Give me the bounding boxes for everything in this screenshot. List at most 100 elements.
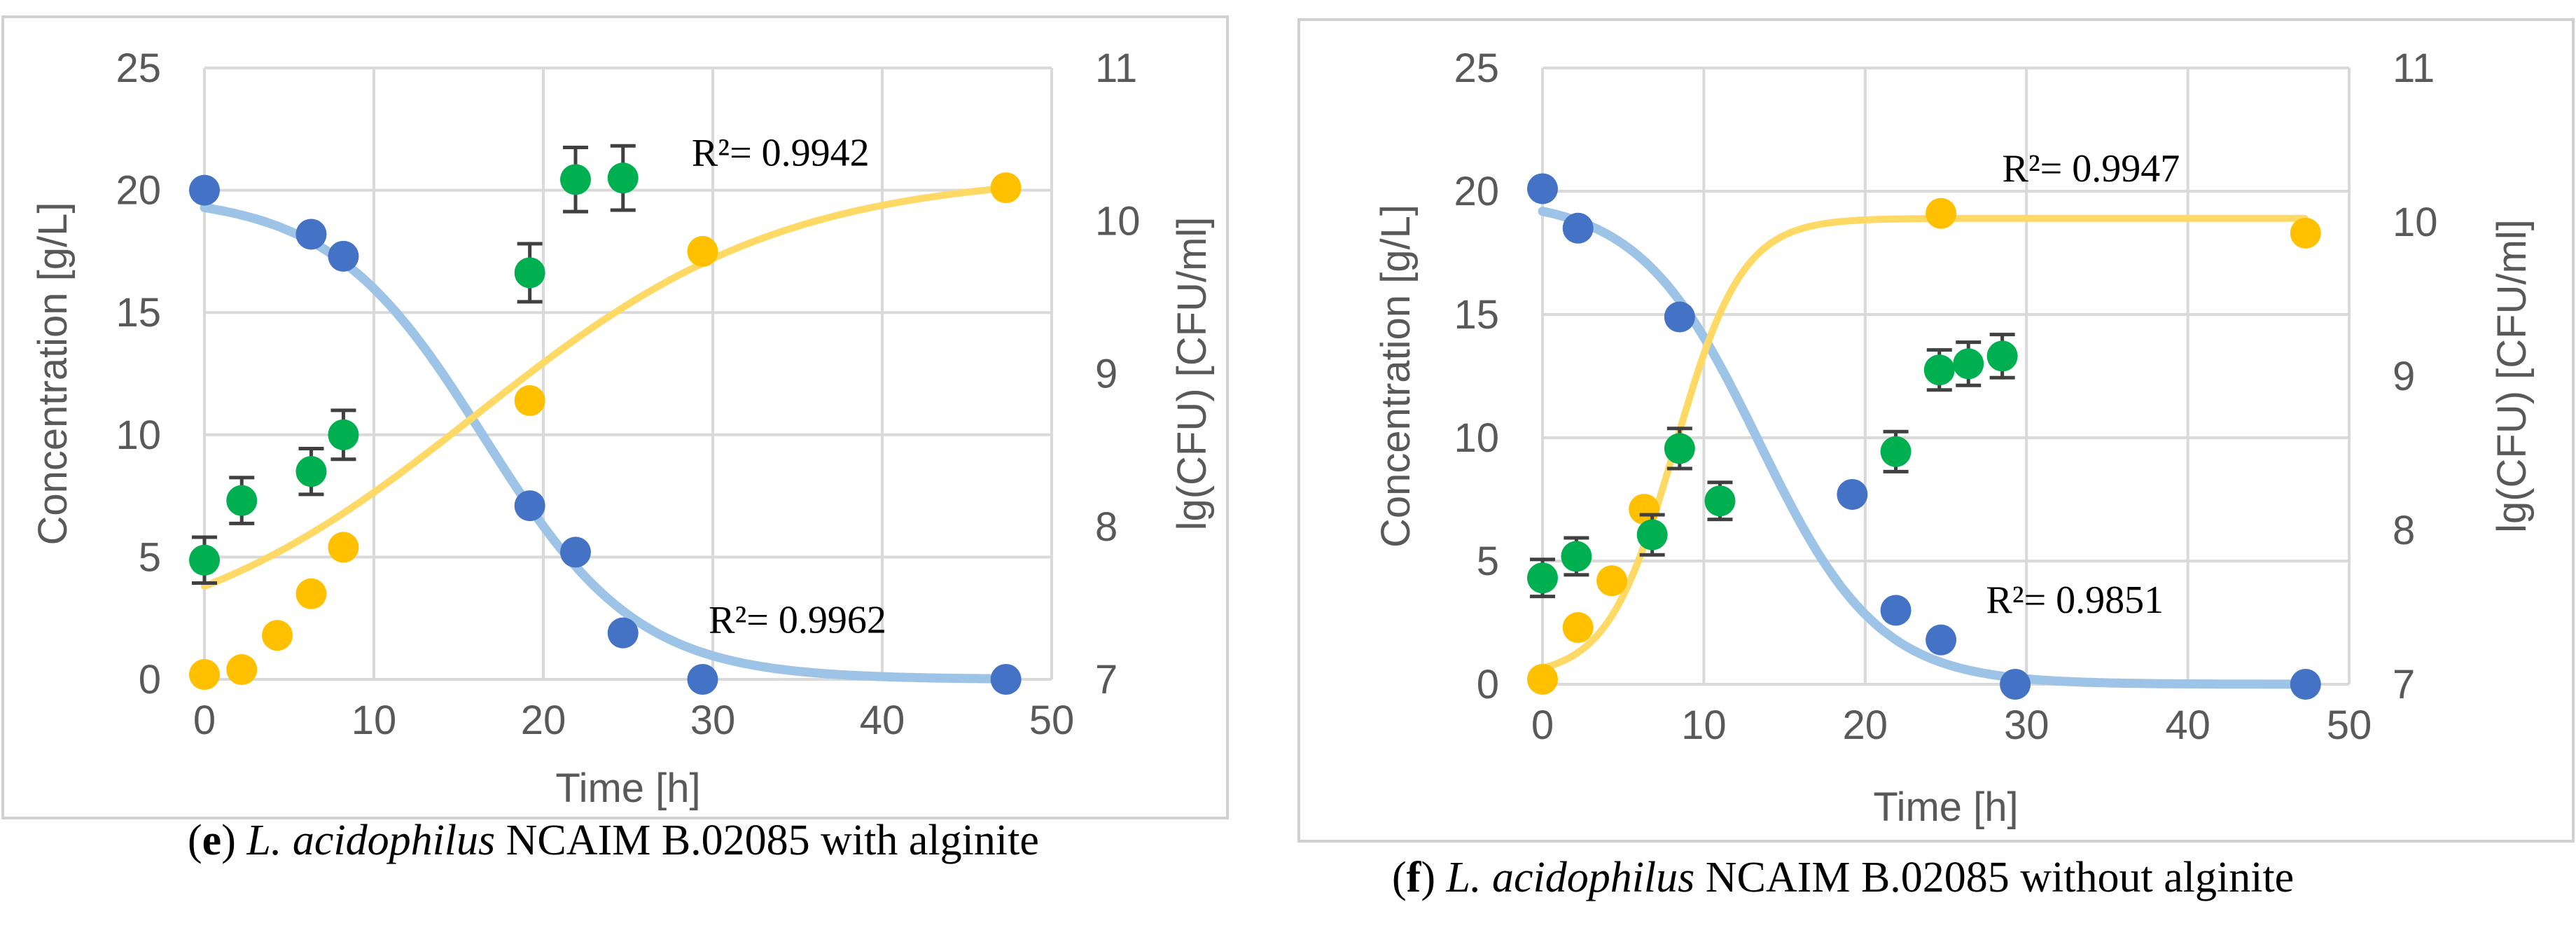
y-right-tick-label: 11 <box>2393 46 2435 91</box>
cell-count-point <box>514 257 545 289</box>
y-right-tick-label: 7 <box>1095 657 1118 702</box>
product-point <box>262 620 293 651</box>
substrate-point <box>189 174 220 206</box>
x-tick-label: 0 <box>1531 702 1554 748</box>
caption-text: NCAIM B.02085 without alginite <box>1694 854 2295 901</box>
x-tick-label: 50 <box>1029 698 1075 743</box>
x-tick-label: 20 <box>1843 702 1888 748</box>
cell-count-point <box>607 162 639 194</box>
y-right-axis-title: lg(CFU) [CFU/ml] <box>2489 219 2535 533</box>
y-right-tick-label: 10 <box>2393 200 2438 245</box>
x-tick-label: 20 <box>521 698 566 743</box>
cell-count-point <box>1923 354 1955 386</box>
product-point <box>990 172 1022 204</box>
y-left-tick-label: 10 <box>116 413 161 458</box>
substrate-point <box>2000 669 2031 700</box>
substrate-fit-curve <box>1538 207 2310 689</box>
x-tick-label: 10 <box>351 698 397 743</box>
caption-text: NCAIM B.02085 with alginite <box>495 817 1039 864</box>
y-left-tick-label: 25 <box>116 46 161 91</box>
y-left-tick-label: 0 <box>1477 662 1499 707</box>
y-left-tick-label: 20 <box>116 168 161 214</box>
caption-f: (f) L. acidophilus NCAIM B.02085 without… <box>1392 854 2295 901</box>
x-tick-label: 40 <box>2165 702 2211 748</box>
cell-count-point <box>189 544 220 576</box>
product-point <box>189 659 220 691</box>
product-point <box>514 385 545 416</box>
y-left-tick-label: 15 <box>1454 292 1499 338</box>
cell-count-point <box>1986 340 2018 372</box>
y-right-tick-label: 9 <box>1095 352 1118 397</box>
cell-count-point <box>1636 519 1668 550</box>
x-tick-label: 30 <box>2004 702 2049 748</box>
r-squared-annotation: R²= 0.9962 <box>709 599 886 642</box>
product-point <box>1596 565 1628 597</box>
product-point <box>687 235 718 267</box>
cell-count-point <box>1704 485 1736 517</box>
cell-count-point <box>1880 436 1912 467</box>
y-left-tick-label: 5 <box>139 534 161 580</box>
product-fit-curve <box>201 184 1009 590</box>
product-point <box>226 654 258 686</box>
x-tick-label: 30 <box>690 698 736 743</box>
substrate-point <box>295 219 327 250</box>
product-point <box>1926 198 1957 229</box>
y-left-tick-label: 25 <box>1454 46 1499 91</box>
x-tick-label: 50 <box>2327 702 2372 748</box>
y-right-tick-label: 10 <box>1095 198 1141 244</box>
r-squared-annotation: R²= 0.9851 <box>1986 579 2164 622</box>
substrate-point <box>1837 478 1868 510</box>
substrate-point <box>2290 669 2321 700</box>
x-tick-label: 0 <box>193 698 216 743</box>
chart-panel-f <box>1297 18 2575 843</box>
caption-species: L. acidophilus <box>246 817 496 864</box>
y-left-axis-title: Concentration [g/L] <box>1373 205 1419 548</box>
cell-count-point <box>226 485 258 516</box>
substrate-point <box>1527 173 1558 205</box>
y-right-tick-label: 11 <box>1095 46 1137 91</box>
y-left-tick-label: 5 <box>1477 539 1499 584</box>
substrate-point <box>1664 301 1695 333</box>
substrate-point <box>1880 595 1912 626</box>
y-left-tick-label: 0 <box>139 657 161 702</box>
y-right-tick-label: 8 <box>1095 504 1118 550</box>
x-axis-title: Time [h] <box>555 766 700 811</box>
substrate-point <box>559 536 591 568</box>
product-point <box>1527 663 1558 695</box>
substrate-point <box>607 617 639 649</box>
cell-count-point <box>1953 348 1984 380</box>
caption-e: (e) L. acidophilus NCAIM B.02085 with al… <box>188 817 1039 864</box>
substrate-point <box>687 664 718 695</box>
cell-count-point <box>1527 562 1558 594</box>
r-squared-annotation: R²= 0.9942 <box>692 132 870 175</box>
y-right-tick-label: 7 <box>2393 662 2415 707</box>
substrate-point <box>1926 624 1957 656</box>
y-right-axis-title: lg(CFU) [CFU/ml] <box>1169 217 1215 531</box>
caption-species: L. acidophilus <box>1446 854 1695 901</box>
substrate-point <box>1562 212 1594 244</box>
x-tick-label: 40 <box>860 698 905 743</box>
x-axis-title: Time [h] <box>1873 784 2018 830</box>
product-fit-curve <box>1539 214 2309 672</box>
x-tick-label: 10 <box>1681 702 1727 748</box>
y-left-tick-label: 15 <box>116 290 161 335</box>
product-point <box>1562 612 1594 644</box>
caption-letter: e <box>202 817 222 864</box>
cell-count-point <box>295 456 327 487</box>
substrate-point <box>514 490 545 522</box>
cell-count-point <box>328 419 359 450</box>
product-point <box>328 532 359 563</box>
caption-letter: f <box>1406 854 1421 901</box>
cell-count-point <box>1561 541 1592 572</box>
substrate-point <box>990 664 1022 695</box>
y-right-tick-label: 8 <box>2393 508 2415 553</box>
y-left-tick-label: 10 <box>1454 415 1499 461</box>
product-point <box>295 578 327 609</box>
y-right-tick-label: 9 <box>2393 354 2415 399</box>
cell-count-point <box>559 164 591 195</box>
cell-count-point <box>1664 433 1695 464</box>
r-squared-annotation: R²= 0.9947 <box>2002 147 2180 191</box>
product-point <box>2290 217 2321 249</box>
y-left-axis-title: Concentration [g/L] <box>30 202 76 545</box>
